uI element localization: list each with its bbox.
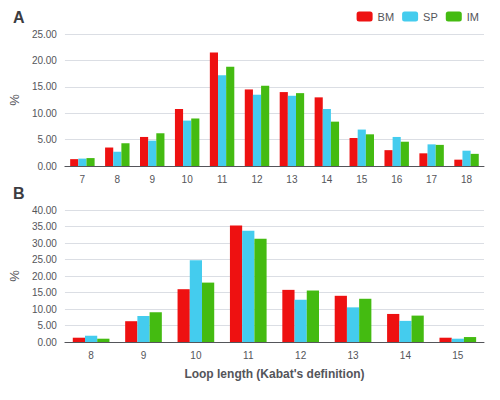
svg-text:25.00: 25.00 [32,254,57,265]
svg-text:%: % [7,94,22,106]
svg-text:BM: BM [378,11,395,23]
svg-text:20.00: 20.00 [32,55,57,66]
svg-text:12: 12 [295,350,307,361]
svg-text:35.00: 35.00 [32,221,57,232]
svg-text:SP: SP [423,11,438,23]
svg-text:B: B [13,185,25,202]
svg-text:13: 13 [347,350,359,361]
svg-text:A: A [13,9,25,26]
svg-text:13: 13 [286,174,298,185]
svg-text:8: 8 [88,350,94,361]
svg-text:%: % [7,270,22,282]
svg-text:Loop length (Kabat's definitio: Loop length (Kabat's definition) [184,367,364,381]
svg-text:40.00: 40.00 [32,205,57,216]
svg-text:10.00: 10.00 [32,108,57,119]
svg-text:11: 11 [243,350,254,361]
svg-text:14: 14 [400,350,412,361]
svg-text:15: 15 [356,174,368,185]
svg-text:25.00: 25.00 [32,29,57,40]
svg-text:18: 18 [461,174,473,185]
svg-text:10: 10 [190,350,202,361]
svg-text:IM: IM [467,11,479,23]
svg-text:8: 8 [115,174,121,185]
svg-text:5.00: 5.00 [37,320,57,331]
svg-text:15.00: 15.00 [32,287,57,298]
svg-text:12: 12 [251,174,263,185]
svg-text:10: 10 [182,174,194,185]
svg-text:15.00: 15.00 [32,81,57,92]
svg-text:5.00: 5.00 [37,134,57,145]
svg-text:16: 16 [391,174,403,185]
svg-text:14: 14 [321,174,333,185]
svg-text:9: 9 [141,350,147,361]
svg-text:20.00: 20.00 [32,271,57,282]
svg-text:11: 11 [217,174,228,185]
svg-text:17: 17 [426,174,438,185]
svg-text:10.00: 10.00 [32,304,57,315]
svg-text:7: 7 [80,174,86,185]
svg-text:0.00: 0.00 [37,337,57,348]
svg-text:0.00: 0.00 [37,161,57,172]
svg-text:9: 9 [149,174,155,185]
svg-text:30.00: 30.00 [32,238,57,249]
svg-text:15: 15 [452,350,464,361]
